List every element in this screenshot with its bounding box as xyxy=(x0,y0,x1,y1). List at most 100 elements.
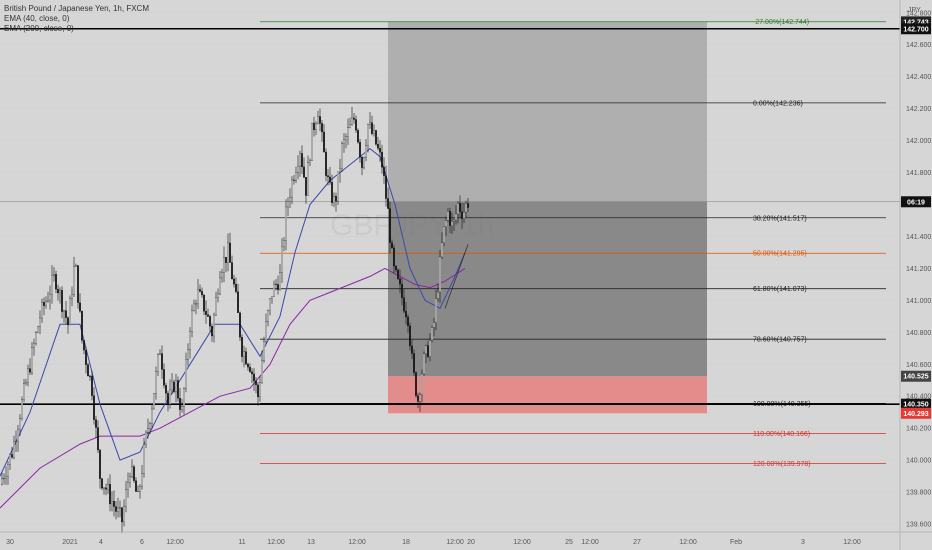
candle-body xyxy=(39,317,41,328)
candle-body xyxy=(227,242,229,263)
x-tick-label: 27 xyxy=(633,539,641,546)
candle-body xyxy=(63,310,65,312)
candle-body xyxy=(47,299,49,302)
stop-zone[interactable] xyxy=(388,376,707,414)
candle-body xyxy=(69,298,71,326)
candle-body xyxy=(371,122,373,134)
candle-body xyxy=(187,349,189,360)
candle-body xyxy=(215,297,217,316)
candle-body xyxy=(217,293,219,298)
candle-body xyxy=(449,210,451,226)
candle-body xyxy=(57,289,59,294)
x-tick-label: 18 xyxy=(402,539,410,546)
candle-body xyxy=(45,301,47,306)
candle-body xyxy=(377,144,379,149)
candle-body xyxy=(453,219,455,222)
ema-200-label[interactable]: EMA (200, close, 0) xyxy=(4,24,74,33)
y-tick-label: 142.000 xyxy=(906,138,931,145)
candle-body xyxy=(189,331,191,350)
y-tick-label: 140.600 xyxy=(906,362,931,369)
candle-body xyxy=(37,326,39,333)
candle-body xyxy=(9,454,11,465)
price-axis[interactable]: 142.800 142.600 142.400 142.200 142.000 141.8… xyxy=(906,10,931,528)
y-tick-label: 141.000 xyxy=(906,298,931,305)
candle-body xyxy=(183,388,185,407)
candle-body xyxy=(433,322,435,328)
y-tick-label: 140.400 xyxy=(906,394,931,401)
candle-body xyxy=(15,440,17,442)
candle-body xyxy=(19,418,21,431)
candle-body xyxy=(381,152,383,168)
candle-body xyxy=(145,431,147,445)
ema-40-label[interactable]: EMA (40, close, 0) xyxy=(4,14,70,23)
trendline[interactable] xyxy=(444,244,469,309)
candle-body xyxy=(465,203,467,213)
candle-body xyxy=(107,484,109,490)
candle-body xyxy=(339,167,341,173)
candle-body xyxy=(385,175,387,199)
candle-body xyxy=(205,311,207,315)
candle-body xyxy=(299,153,301,167)
candle-body xyxy=(341,143,343,169)
candle-body xyxy=(441,242,443,258)
candle-body xyxy=(85,349,87,365)
candle-body xyxy=(379,148,381,153)
candle-body xyxy=(245,351,247,365)
candle-body xyxy=(211,326,213,337)
candle-body xyxy=(35,332,37,344)
candle-body xyxy=(239,312,241,338)
candle-body xyxy=(193,303,195,311)
candle-body xyxy=(411,345,413,354)
candle-body xyxy=(17,429,19,442)
candle-body xyxy=(13,440,15,458)
candle-body xyxy=(41,302,43,319)
x-tick-label: 12:00 xyxy=(348,539,366,546)
candle-body xyxy=(225,256,227,263)
candle-body xyxy=(403,297,405,312)
candle-body xyxy=(241,337,243,357)
x-tick-label: 12:00 xyxy=(166,539,184,546)
candle-body xyxy=(93,395,95,420)
candle-body xyxy=(213,314,215,337)
candlestick-series xyxy=(1,106,469,533)
price-tag-bg xyxy=(901,16,931,28)
candle-body xyxy=(199,289,201,292)
y-tick-label: 140.200 xyxy=(906,426,931,433)
candle-body xyxy=(423,353,425,375)
candle-body xyxy=(457,203,459,215)
horizontal-lines[interactable] xyxy=(0,27,900,405)
candle-body xyxy=(305,177,307,196)
candle-body xyxy=(255,380,257,386)
candle-body xyxy=(459,203,461,212)
candle-body xyxy=(43,302,45,306)
candle-body xyxy=(455,213,457,221)
candle-body xyxy=(331,182,333,203)
candle-body xyxy=(291,179,293,198)
fib-level-label: 38.20%(141.517) xyxy=(753,215,807,222)
candle-body xyxy=(171,381,173,391)
candle-body xyxy=(311,122,313,161)
candle-body xyxy=(297,165,299,173)
candle-body xyxy=(109,484,111,505)
candle-body xyxy=(209,316,211,327)
candle-body xyxy=(101,478,103,489)
candle-body xyxy=(321,123,323,133)
candle-body xyxy=(141,473,143,487)
price-tag-bg xyxy=(901,370,931,382)
candle-body xyxy=(83,340,85,351)
target-zone[interactable] xyxy=(388,21,707,377)
candle-body xyxy=(257,384,259,398)
candle-body xyxy=(165,385,167,394)
candle-body xyxy=(97,427,99,451)
candle-body xyxy=(161,353,163,370)
candle-body xyxy=(195,303,197,305)
time-axis[interactable]: 30 2021 4 6 12:00 11 12:00 13 12:00 18 12:00 20 12:0… xyxy=(6,539,861,546)
candle-body xyxy=(185,359,187,389)
candle-body xyxy=(417,395,419,402)
candle-body xyxy=(247,363,249,368)
candle-body xyxy=(337,171,339,202)
symbol-title[interactable]: British Pound / Japanese Yen, 1h, FXCM xyxy=(4,4,149,13)
candle-body xyxy=(393,247,395,267)
candle-body xyxy=(395,265,397,271)
